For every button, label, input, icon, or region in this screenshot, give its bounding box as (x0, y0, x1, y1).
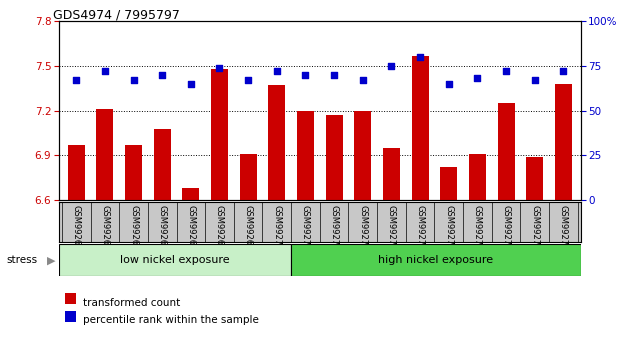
Point (473, 76, 483, 81)
Bar (153, 129, 171, 200)
Text: GSM992708: GSM992708 (502, 205, 510, 256)
Text: GSM992699: GSM992699 (243, 205, 253, 256)
Text: high nickel exposure: high nickel exposure (378, 255, 493, 265)
Bar (96, 109, 114, 200)
Text: percentile rank within the sample: percentile rank within the sample (83, 315, 258, 325)
Point (214, 65, 224, 70)
Bar (297, 111, 314, 200)
Bar (383, 148, 400, 200)
Text: low nickel exposure: low nickel exposure (120, 255, 230, 265)
Point (501, 68, 511, 74)
Bar (240, 154, 256, 200)
Bar (59, 244, 291, 276)
Point (444, 81, 454, 87)
Text: GSM992707: GSM992707 (473, 205, 482, 256)
Point (415, 54, 425, 60)
Text: GSM992700: GSM992700 (273, 205, 281, 256)
Text: GSM992696: GSM992696 (158, 205, 166, 256)
Point (329, 72, 339, 78)
Point (100, 68, 110, 74)
Point (272, 68, 282, 74)
Text: GSM992704: GSM992704 (387, 205, 396, 256)
Point (558, 68, 568, 74)
Bar (68, 145, 85, 200)
Point (386, 63, 396, 69)
Text: ▶: ▶ (47, 255, 55, 265)
Bar (125, 145, 142, 200)
Bar (497, 103, 515, 200)
Point (71, 78, 81, 83)
Bar (440, 167, 458, 200)
Text: GSM992705: GSM992705 (415, 205, 425, 256)
Point (129, 78, 138, 83)
Point (157, 72, 167, 78)
Text: GSM992695: GSM992695 (129, 205, 138, 256)
Bar (268, 85, 286, 200)
Text: GDS4974 / 7995797: GDS4974 / 7995797 (53, 9, 179, 22)
Text: GSM992703: GSM992703 (358, 205, 367, 256)
Bar (325, 115, 343, 200)
Point (301, 72, 310, 78)
Text: transformed count: transformed count (83, 298, 180, 308)
Bar (354, 111, 371, 200)
Bar (555, 84, 572, 200)
Text: GSM992709: GSM992709 (530, 205, 539, 256)
Bar (291, 244, 581, 276)
Point (358, 78, 368, 83)
Text: GSM992701: GSM992701 (301, 205, 310, 256)
Text: GSM992710: GSM992710 (559, 205, 568, 256)
Bar (469, 154, 486, 200)
Bar (211, 69, 228, 200)
Text: stress: stress (6, 255, 37, 265)
Text: GSM992697: GSM992697 (186, 205, 196, 256)
Bar (412, 56, 428, 200)
Text: GSM992702: GSM992702 (330, 205, 338, 256)
Text: GSM992698: GSM992698 (215, 205, 224, 256)
Bar (182, 188, 199, 200)
Bar (526, 157, 543, 200)
Text: GSM992706: GSM992706 (444, 205, 453, 256)
Text: GSM992693: GSM992693 (71, 205, 81, 256)
Point (530, 78, 540, 83)
Text: GSM992694: GSM992694 (101, 205, 109, 256)
Point (243, 78, 253, 83)
Point (186, 81, 196, 87)
